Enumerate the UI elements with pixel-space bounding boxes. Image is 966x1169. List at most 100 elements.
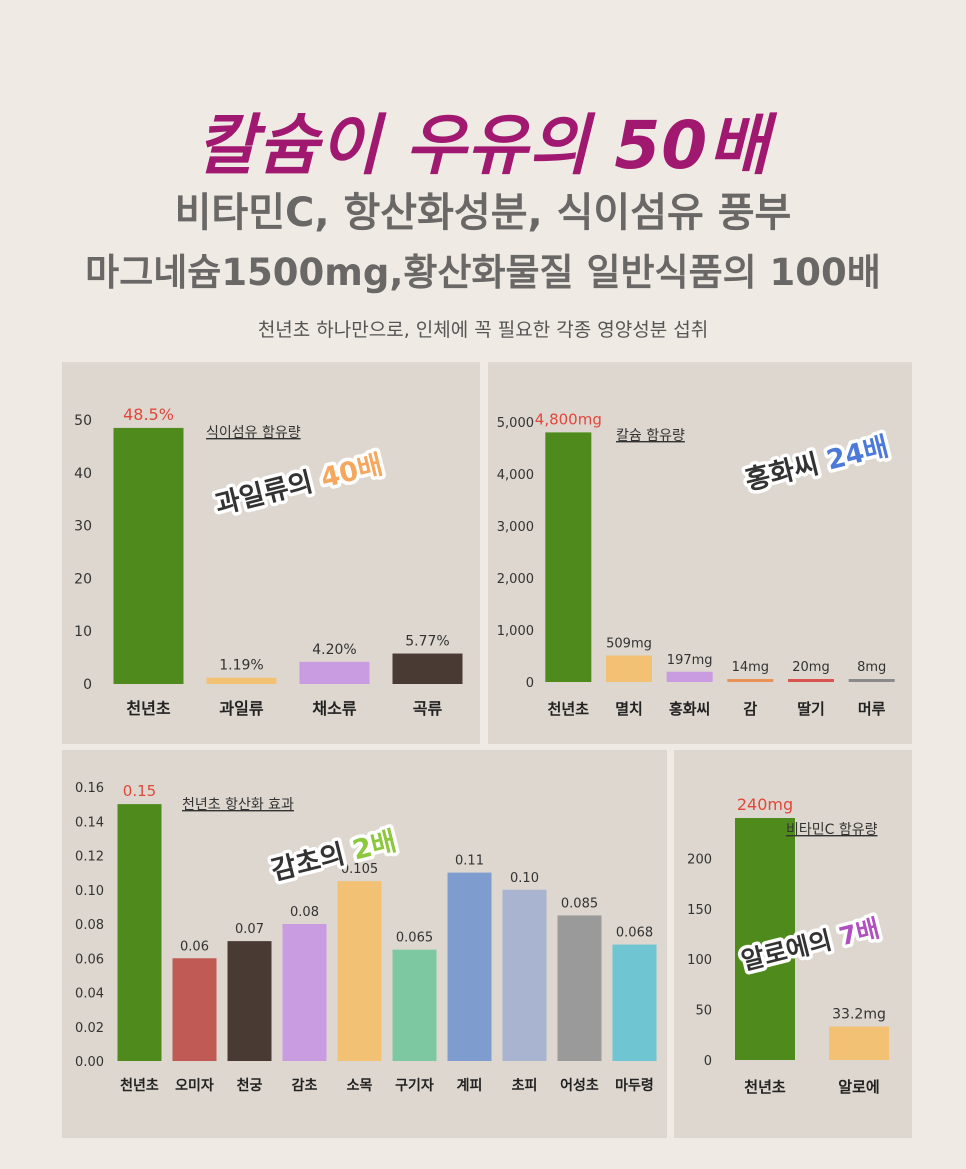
x-tick-label: 감초 bbox=[292, 1077, 318, 1094]
x-tick-label: 곡류 bbox=[413, 699, 443, 718]
data-label: 4.20% bbox=[312, 642, 356, 658]
data-label: 0.10 bbox=[510, 871, 539, 886]
data-label: 0.085 bbox=[561, 896, 598, 911]
x-tick-label: 천년초 bbox=[744, 1078, 786, 1096]
y-tick-label: 50 bbox=[74, 413, 92, 429]
data-label: 5.77% bbox=[405, 634, 449, 650]
y-tick-label: 5,000 bbox=[497, 416, 534, 431]
data-label: 197mg bbox=[667, 653, 713, 668]
y-tick-label: 0 bbox=[704, 1054, 712, 1069]
data-label: 20mg bbox=[792, 660, 829, 675]
y-tick-label: 0.06 bbox=[75, 952, 104, 967]
chart-title: 천년초 항산화 효과 bbox=[182, 797, 294, 813]
data-label: 240mg bbox=[737, 795, 793, 814]
bar bbox=[735, 818, 795, 1060]
y-tick-label: 20 bbox=[74, 571, 92, 587]
x-tick-label: 천년초 bbox=[548, 700, 590, 718]
y-tick-label: 200 bbox=[687, 852, 712, 867]
bar bbox=[557, 915, 602, 1061]
x-tick-label: 천궁 bbox=[237, 1078, 263, 1094]
bar bbox=[545, 432, 592, 682]
data-label: 0.065 bbox=[396, 931, 433, 946]
x-tick-label: 감 bbox=[743, 700, 757, 718]
x-tick-label: 멸치 bbox=[615, 700, 643, 718]
callout-label: 홍화씨 24배 bbox=[742, 431, 891, 496]
x-tick-label: 계피 bbox=[457, 1078, 483, 1094]
bar bbox=[447, 872, 492, 1061]
callout-label: 감초의 2배 bbox=[268, 826, 399, 887]
bar bbox=[227, 941, 272, 1061]
y-tick-label: 100 bbox=[687, 953, 712, 968]
x-tick-label: 오미자 bbox=[175, 1078, 214, 1094]
bar bbox=[788, 679, 834, 682]
panel-fiber: 0 10 20 30 40 50 48.5% 천년초 1.19% 과일류 4.20% 채소류 5.77%… bbox=[62, 362, 480, 744]
data-label: 33.2mg bbox=[832, 1007, 886, 1023]
callout-highlight: 7배 bbox=[836, 914, 882, 952]
data-label: 4,800mg bbox=[535, 410, 602, 428]
y-tick-label: 0.14 bbox=[75, 815, 104, 830]
x-tick-label: 구기자 bbox=[395, 1078, 434, 1094]
y-tick-label: 30 bbox=[74, 519, 92, 535]
y-tick-label: 0.02 bbox=[75, 1021, 104, 1036]
data-label: 14mg bbox=[732, 660, 769, 675]
bar bbox=[337, 881, 382, 1061]
callout-text: 홍화씨 bbox=[742, 446, 831, 496]
data-label: 1.19% bbox=[219, 658, 263, 674]
chart-title: 비타민C 함유량 bbox=[786, 822, 878, 838]
data-label: 509mg bbox=[606, 637, 652, 652]
caption: 천년초 하나만으로, 인체에 꼭 필요한 각종 영양성분 섭취 bbox=[257, 319, 709, 341]
x-tick-label: 초피 bbox=[512, 1078, 538, 1094]
chart-title: 식이섬유 함유량 bbox=[206, 425, 301, 441]
main-title: 칼슘이 우유의 50배 bbox=[196, 107, 770, 184]
callout-highlight: 2배 bbox=[350, 826, 400, 867]
y-tick-label: 10 bbox=[74, 624, 92, 640]
bar bbox=[113, 427, 184, 684]
y-tick-label: 1,000 bbox=[497, 624, 534, 639]
y-tick-label: 3,000 bbox=[497, 520, 534, 535]
data-label: 0.11 bbox=[455, 854, 484, 869]
data-label: 0.08 bbox=[290, 905, 319, 920]
subtitle-magnesium: 마그네슘1500mg,황산화물질 일반식품의 100배 bbox=[85, 251, 881, 294]
x-tick-label: 소목 bbox=[347, 1078, 373, 1094]
y-tick-label: 0.04 bbox=[75, 987, 104, 1002]
x-tick-label: 마두령 bbox=[615, 1078, 654, 1094]
calcium-chart: 0 1,000 2,000 3,000 4,000 5,000 4,800mg 천년초 509m… bbox=[497, 410, 895, 718]
callout-text: 과일류의 bbox=[212, 464, 325, 520]
y-tick-label: 0.10 bbox=[75, 884, 104, 899]
callout-text: 감초의 bbox=[268, 836, 357, 886]
data-label: 0.06 bbox=[180, 939, 209, 954]
bar bbox=[612, 944, 657, 1061]
panel-vitamin-c: 0 50 100 150 200 240mg 천년초 33.2mg 알로에 비타민C 함유량 알로에… bbox=[674, 750, 912, 1138]
y-tick-label: 0.12 bbox=[75, 850, 104, 865]
bar bbox=[117, 804, 162, 1061]
x-tick-label: 머루 bbox=[858, 700, 886, 718]
x-tick-label: 천년초 bbox=[120, 1078, 159, 1094]
chart-title: 칼슘 함유량 bbox=[616, 428, 685, 444]
y-tick-label: 4,000 bbox=[497, 468, 534, 483]
bar bbox=[392, 949, 437, 1061]
data-label: 48.5% bbox=[123, 405, 174, 424]
panel-antioxidant: 0.00 0.02 0.04 0.06 0.08 0.10 0.12 0.14 0.16 0.15… bbox=[62, 750, 667, 1138]
subtitle-nutrients: 비타민C, 항산화성분, 식이섬유 풍부 bbox=[174, 190, 792, 236]
y-tick-label: 150 bbox=[687, 903, 712, 918]
y-tick-label: 0 bbox=[526, 676, 534, 691]
panel-calcium: 0 1,000 2,000 3,000 4,000 5,000 4,800mg 천년초 509m… bbox=[488, 362, 912, 744]
y-tick-label: 40 bbox=[74, 466, 92, 482]
bar bbox=[666, 671, 713, 682]
callout-label: 과일류의 40배 bbox=[212, 449, 386, 520]
bar bbox=[848, 679, 895, 682]
bar bbox=[502, 889, 547, 1061]
x-tick-label: 천년초 bbox=[126, 699, 170, 718]
bar bbox=[829, 1026, 889, 1060]
x-tick-label: 과일류 bbox=[219, 699, 263, 718]
callout-highlight: 24배 bbox=[824, 431, 892, 476]
bar bbox=[282, 924, 327, 1061]
bar bbox=[606, 655, 652, 682]
x-tick-label: 딸기 bbox=[797, 700, 825, 718]
y-tick-label: 50 bbox=[695, 1004, 712, 1019]
callout-highlight: 40배 bbox=[318, 449, 386, 494]
x-tick-label: 어성초 bbox=[560, 1077, 599, 1094]
y-tick-label: 0 bbox=[83, 677, 92, 693]
